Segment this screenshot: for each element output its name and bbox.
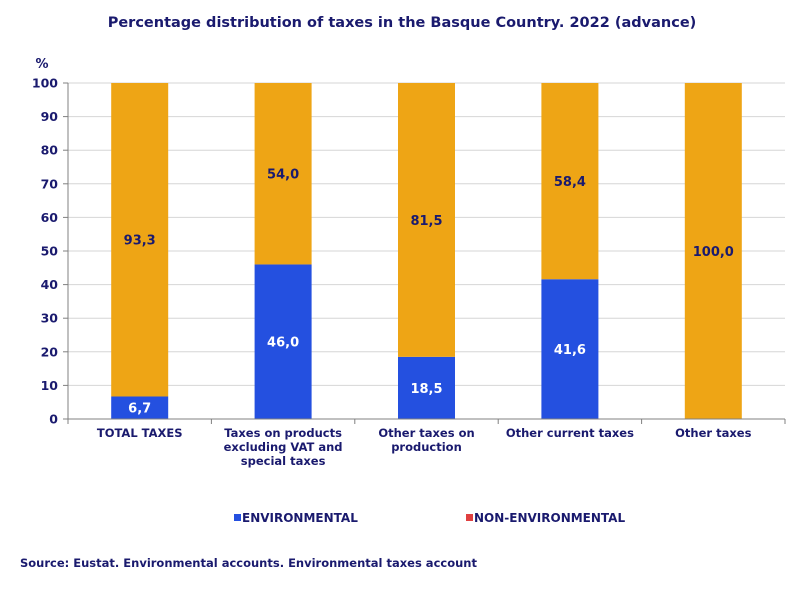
- chart-title: Percentage distribution of taxes in the …: [108, 15, 697, 31]
- x-category-label: TOTAL TAXES: [97, 426, 183, 440]
- bars: [111, 83, 742, 419]
- axes: [67, 83, 786, 424]
- y-tick-label: 40: [41, 277, 59, 292]
- y-tick-label: 80: [41, 143, 59, 158]
- bar-segment-non-environmental: [398, 83, 455, 357]
- y-tick-label: 60: [41, 210, 59, 225]
- legend-swatch: [466, 514, 473, 521]
- legend: ENVIRONMENTAL NON-ENVIRONMENTAL: [234, 511, 625, 525]
- data-label: 46,0: [267, 336, 299, 351]
- data-label: 93,3: [124, 234, 156, 249]
- y-tick-label: 0: [49, 412, 58, 427]
- y-tick-label: 30: [41, 311, 59, 326]
- x-category-label: excluding VAT and: [224, 440, 343, 454]
- x-category-label: production: [391, 440, 462, 454]
- bar-segment-environmental: [111, 396, 169, 419]
- data-label: 6,7: [128, 402, 151, 417]
- y-tick-label: 100: [32, 76, 58, 91]
- data-label: 54,0: [267, 168, 299, 183]
- data-labels: 6,7 93,3 46,0 54,0 18,5 81,5 41,6 58,4 100,0: [124, 168, 734, 417]
- y-axis-unit-label: %: [35, 57, 48, 72]
- data-label: 58,4: [554, 175, 586, 190]
- x-category-label: Other taxes: [675, 426, 751, 440]
- x-category-label: Taxes on products: [224, 426, 342, 440]
- x-category-label: special taxes: [241, 454, 326, 468]
- bar-segment-non-environmental: [541, 83, 599, 280]
- data-label: 100,0: [693, 245, 734, 260]
- data-label: 81,5: [410, 214, 442, 229]
- y-tick-label: 50: [41, 244, 59, 259]
- source-note: Source: Eustat. Environmental accounts. …: [20, 556, 477, 570]
- bar-segment-environmental: [254, 264, 312, 419]
- bar-segment-environmental: [541, 279, 599, 419]
- bar-segment-non-environmental: [111, 83, 169, 397]
- bar-segment-non-environmental: [684, 83, 742, 419]
- legend-swatch: [234, 514, 241, 521]
- bar-segment-environmental: [398, 356, 455, 419]
- y-axis-ticks: 0 10 20 30 40 50 60 70 80 90 100: [32, 76, 68, 427]
- legend-label: NON-ENVIRONMENTAL: [474, 511, 625, 525]
- x-category-label: Other taxes on: [378, 426, 474, 440]
- data-label: 18,5: [410, 382, 442, 397]
- x-category-label: Other current taxes: [506, 426, 634, 440]
- y-tick-label: 90: [41, 109, 59, 124]
- data-label: 41,6: [554, 343, 586, 358]
- y-tick-label: 70: [41, 176, 59, 191]
- y-tick-label: 10: [41, 378, 59, 393]
- bar-segment-non-environmental: [254, 83, 312, 265]
- y-tick-label: 20: [41, 344, 59, 359]
- legend-label: ENVIRONMENTAL: [242, 511, 358, 525]
